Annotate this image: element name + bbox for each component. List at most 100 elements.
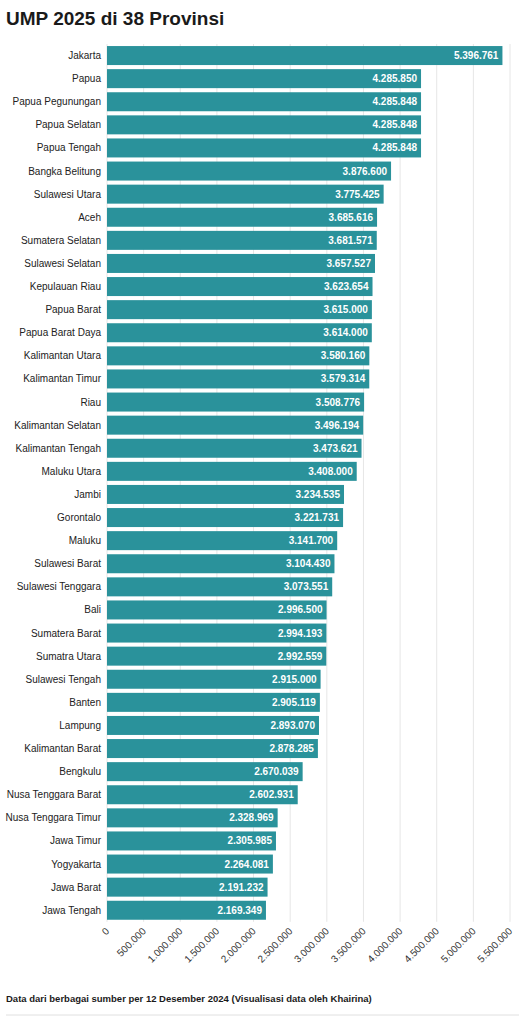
category-label: Jawa Timur bbox=[50, 835, 102, 846]
tick-label: 2.500.000 bbox=[255, 925, 295, 965]
category-label: Sumatera Selatan bbox=[21, 235, 101, 246]
bar bbox=[107, 393, 364, 412]
category-label: Sulawesi Barat bbox=[34, 558, 101, 569]
data-label: 3.408.000 bbox=[308, 466, 353, 477]
category-label: Sulawesi Tenggara bbox=[17, 581, 102, 592]
category-label: Sulawesi Selatan bbox=[24, 258, 101, 269]
data-label: 2.915.000 bbox=[272, 674, 317, 685]
tick-label: 3.000.000 bbox=[292, 925, 332, 965]
tick-label: 5.000.000 bbox=[439, 925, 479, 965]
data-label: 3.657.527 bbox=[326, 258, 371, 269]
category-label: Kepulauan Riau bbox=[30, 281, 101, 292]
category-label: Yogyakarta bbox=[51, 859, 101, 870]
footer-rule bbox=[6, 1015, 519, 1016]
data-label: 2.191.232 bbox=[219, 882, 264, 893]
category-label: Riau bbox=[80, 397, 101, 408]
bar bbox=[107, 162, 391, 181]
bar bbox=[107, 624, 326, 643]
data-label: 3.073.551 bbox=[284, 581, 329, 592]
category-label: Kalimantan Utara bbox=[24, 350, 102, 361]
bar bbox=[107, 600, 327, 619]
data-label: 2.905.119 bbox=[272, 697, 316, 708]
category-label: Kalimantan Timur bbox=[23, 373, 101, 384]
bar bbox=[107, 323, 372, 342]
category-label: Bengkulu bbox=[59, 766, 101, 777]
category-label: Papua Pegunungan bbox=[13, 96, 101, 107]
category-label: Maluku Utara bbox=[42, 466, 102, 477]
category-label: Papua Tengah bbox=[37, 142, 101, 153]
bar bbox=[107, 208, 377, 227]
data-label: 3.473.621 bbox=[313, 443, 358, 454]
tick-label: 500.000 bbox=[115, 925, 149, 959]
data-label: 3.508.776 bbox=[316, 397, 361, 408]
category-label: Jawa Barat bbox=[51, 882, 101, 893]
grid-line bbox=[473, 44, 474, 922]
bar bbox=[107, 508, 343, 527]
grid bbox=[107, 44, 510, 922]
category-label: Nusa Tenggara Timur bbox=[6, 812, 102, 823]
category-label: Sumatra Utara bbox=[36, 651, 101, 662]
chart: UMP 2025 di 38 Provinsi 0500.0001.000.000… bbox=[0, 0, 525, 1024]
bar bbox=[107, 808, 278, 827]
data-label: 2.264.081 bbox=[224, 859, 269, 870]
category-label: Kalimantan Selatan bbox=[14, 420, 101, 431]
tick-label: 4.000.000 bbox=[365, 925, 405, 965]
bar bbox=[107, 693, 320, 712]
category-label: Lampung bbox=[59, 720, 101, 731]
bar bbox=[107, 485, 344, 504]
tick-label: 1.000.000 bbox=[145, 925, 185, 965]
tick-label: 0 bbox=[100, 925, 112, 937]
category-label: Jambi bbox=[74, 489, 101, 500]
data-label: 3.221.731 bbox=[295, 512, 340, 523]
tick-label: 3.500.000 bbox=[329, 925, 369, 965]
bar bbox=[107, 185, 384, 204]
bar bbox=[107, 831, 276, 850]
bar bbox=[107, 878, 268, 897]
data-label: 3.580.160 bbox=[321, 350, 366, 361]
data-label: 2.994.193 bbox=[278, 628, 323, 639]
bar bbox=[107, 531, 337, 550]
category-label: Papua bbox=[72, 73, 101, 84]
category-label: Papua Selatan bbox=[35, 119, 101, 130]
data-label: 3.615.000 bbox=[323, 304, 368, 315]
labels: Jakarta5.396.761Papua4.285.850Papua Pegu… bbox=[6, 50, 499, 916]
data-label: 2.992.559 bbox=[278, 651, 323, 662]
grid-line bbox=[510, 44, 511, 922]
grid-line bbox=[400, 44, 401, 922]
tick-label: 5.500.000 bbox=[475, 925, 515, 965]
data-label: 4.285.848 bbox=[373, 119, 418, 130]
data-label: 5.396.761 bbox=[454, 50, 499, 61]
category-label: Kalimantan Tengah bbox=[16, 443, 101, 454]
bar bbox=[107, 855, 273, 874]
category-label: Nusa Tenggara Barat bbox=[7, 789, 102, 800]
bars bbox=[107, 46, 502, 920]
category-label: Aceh bbox=[78, 212, 101, 223]
category-label: Papua Barat bbox=[45, 304, 101, 315]
bar bbox=[107, 369, 369, 388]
source-note: Data dari berbagai sumber per 12 Desembe… bbox=[6, 993, 372, 1004]
data-label: 2.670.039 bbox=[254, 766, 299, 777]
data-label: 4.285.848 bbox=[373, 142, 418, 153]
bar bbox=[107, 69, 421, 88]
data-label: 2.878.285 bbox=[269, 743, 314, 754]
data-label: 2.169.349 bbox=[217, 905, 262, 916]
bar bbox=[107, 554, 334, 573]
bar bbox=[107, 762, 303, 781]
data-label: 3.579.314 bbox=[321, 373, 366, 384]
bar bbox=[107, 277, 373, 296]
title: UMP 2025 di 38 Provinsi bbox=[6, 8, 224, 29]
data-label: 3.234.535 bbox=[296, 489, 341, 500]
bar bbox=[107, 739, 318, 758]
bar bbox=[107, 254, 375, 273]
category-label: Maluku bbox=[69, 535, 101, 546]
category-label: Bangka Belitung bbox=[28, 166, 101, 177]
data-label: 2.305.985 bbox=[227, 835, 272, 846]
tick-label: 4.500.000 bbox=[402, 925, 442, 965]
bar bbox=[107, 439, 362, 458]
category-label: Gorontalo bbox=[57, 512, 101, 523]
data-label: 3.614.000 bbox=[323, 327, 368, 338]
data-label: 2.602.931 bbox=[249, 789, 294, 800]
data-label: 3.623.654 bbox=[324, 281, 369, 292]
category-label: Jakarta bbox=[68, 50, 101, 61]
bar bbox=[107, 138, 421, 157]
